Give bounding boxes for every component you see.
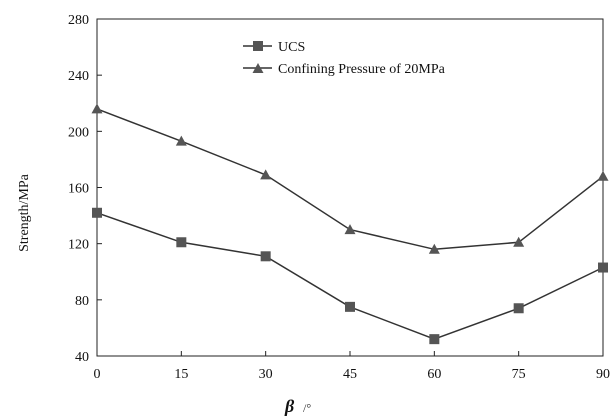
legend-label-confining-pressure: Confining Pressure of 20MPa xyxy=(278,62,446,77)
x-tick-label: 15 xyxy=(174,367,188,382)
y-tick-label: 200 xyxy=(68,125,89,140)
y-tick-label: 40 xyxy=(75,350,89,365)
legend-marker-ucs xyxy=(253,41,263,51)
x-axis-title-unit: /° xyxy=(303,401,311,415)
data-point-ucs xyxy=(260,251,271,262)
legend-item-confining-pressure: Confining Pressure of 20MPa xyxy=(243,62,446,77)
data-point-ucs xyxy=(598,262,608,273)
data-point-ucs xyxy=(513,303,524,314)
y-axis-title: Strength/MPa xyxy=(17,173,32,252)
legend-label-ucs: UCS xyxy=(278,40,305,55)
x-tick-label: 90 xyxy=(596,367,610,382)
x-tick-label: 45 xyxy=(343,367,357,382)
x-tick-label: 60 xyxy=(427,367,441,382)
data-point-ucs xyxy=(176,237,187,248)
data-point-ucs xyxy=(92,207,102,218)
legend: UCS Confining Pressure of 20MPa xyxy=(243,40,446,77)
x-tick-label: 75 xyxy=(512,367,526,382)
data-point-ucs xyxy=(345,301,355,312)
y-tick-label: 80 xyxy=(75,294,89,309)
x-axis-title-symbol: β xyxy=(284,396,295,416)
data-point-confining-pressure-of-20mpa xyxy=(597,170,609,181)
y-tick-label: 240 xyxy=(68,69,89,84)
series-ucs xyxy=(92,207,608,345)
y-axis-ticks: 40 80 120 160 200 240 280 xyxy=(68,13,102,365)
y-tick-label: 120 xyxy=(68,238,89,253)
y-tick-label: 160 xyxy=(68,182,89,197)
data-point-confining-pressure-of-20mpa xyxy=(344,224,356,235)
series-confining-pressure-of-20mpa xyxy=(91,103,609,254)
x-axis-ticks: 0 15 30 45 60 75 90 xyxy=(94,351,610,382)
legend-item-ucs: UCS xyxy=(243,40,305,55)
legend-marker-confining-pressure xyxy=(252,63,264,73)
x-tick-label: 30 xyxy=(259,367,273,382)
y-tick-label: 280 xyxy=(68,13,89,28)
data-point-ucs xyxy=(429,334,440,345)
x-tick-label: 0 xyxy=(94,367,101,382)
series-layer xyxy=(91,103,609,345)
data-point-confining-pressure-of-20mpa xyxy=(428,243,440,254)
x-axis-title: β /° xyxy=(284,396,311,416)
data-point-confining-pressure-of-20mpa xyxy=(260,169,272,180)
data-point-confining-pressure-of-20mpa xyxy=(513,236,525,247)
data-point-confining-pressure-of-20mpa xyxy=(91,103,103,114)
data-point-confining-pressure-of-20mpa xyxy=(175,135,187,146)
